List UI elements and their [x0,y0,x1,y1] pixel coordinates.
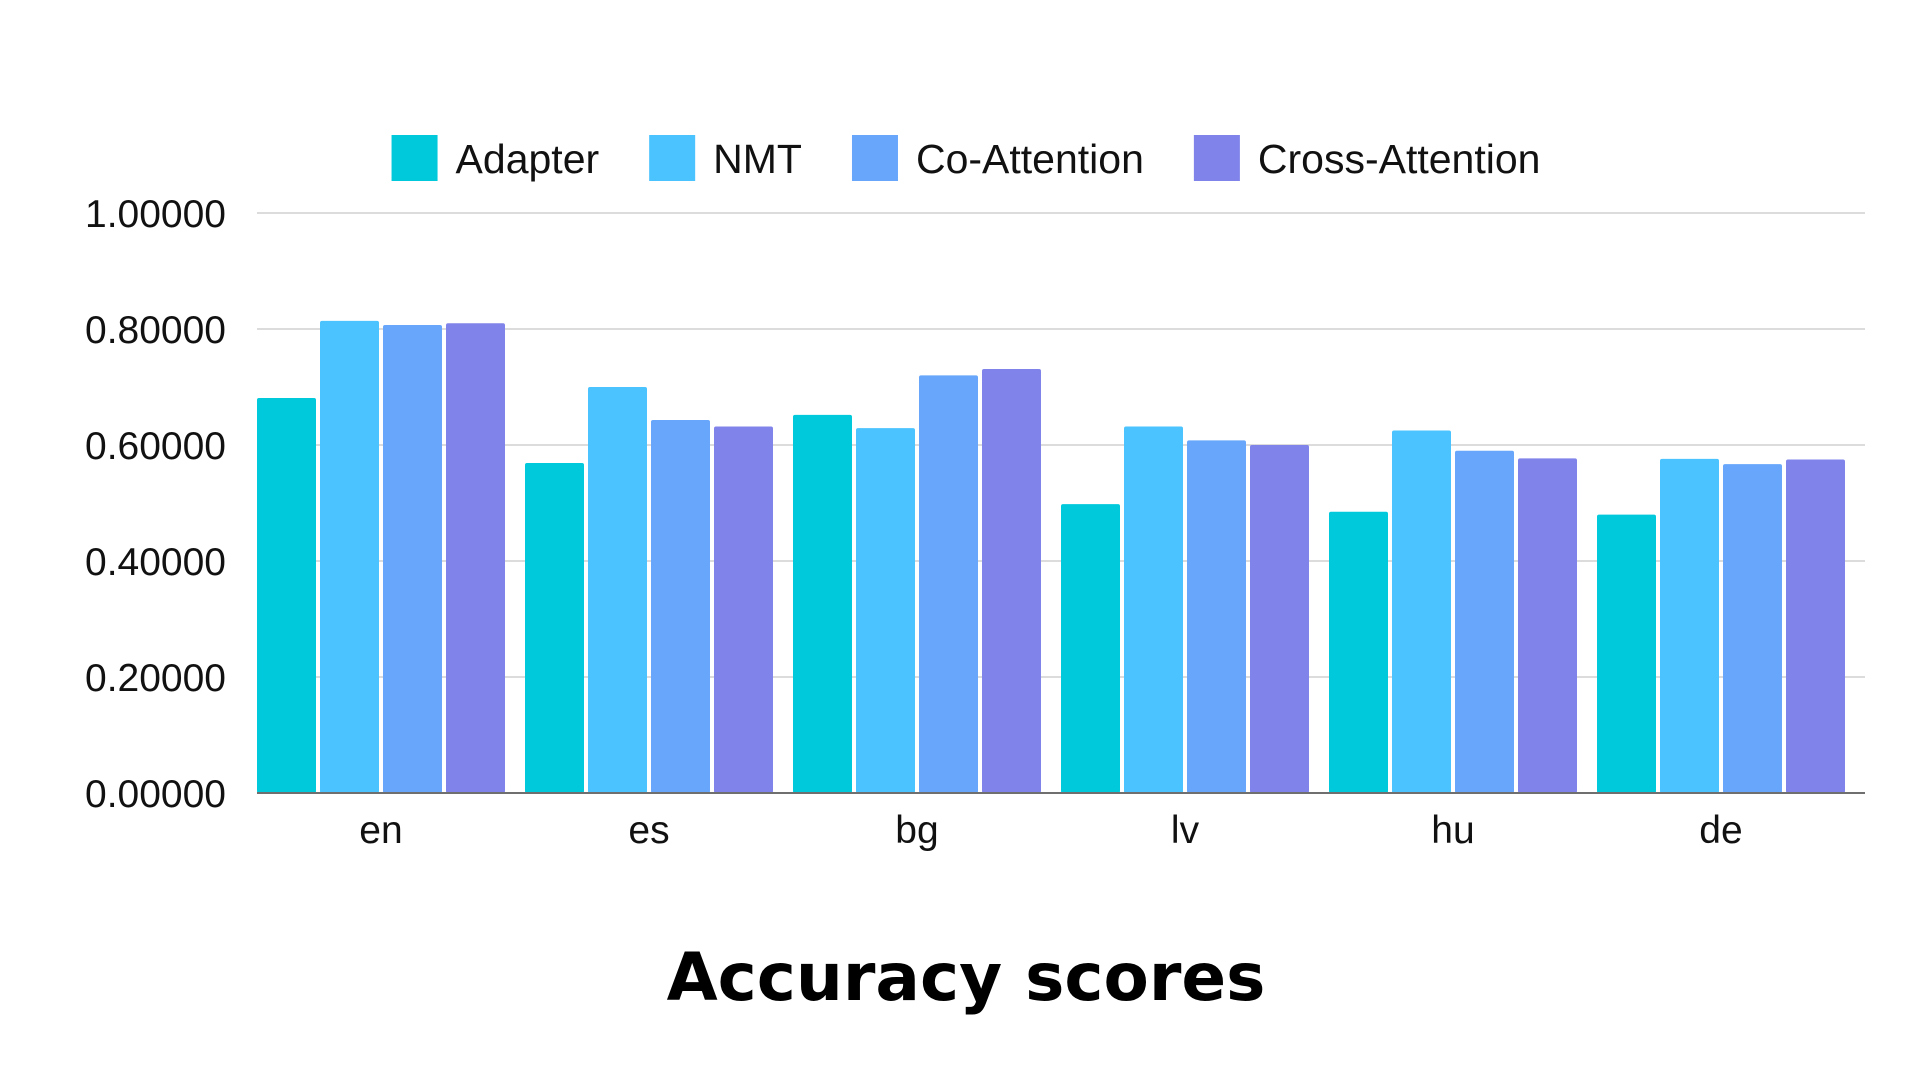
bar-adapter-bg [793,414,852,793]
legend-swatch-adapter [391,135,438,181]
bar-co-attention-bg [919,375,978,793]
bar-cross-attention-de [1786,459,1845,793]
bar-nmt-lv [1124,426,1183,793]
y-tick-label: 0.20000 [85,657,226,700]
x-category-label: bg [895,809,938,852]
legend-swatch-cross-attention [1193,135,1240,181]
bar-nmt-es [588,387,647,793]
bar-co-attention-lv [1187,440,1246,793]
bar-nmt-de [1660,458,1719,793]
legend-label-co-attention: Co-Attention [916,136,1144,182]
y-tick-label: 0.00000 [85,773,226,816]
bar-cross-attention-hu [1518,458,1577,793]
legend: Adapter NMT Co-Attention Cross-Attention [391,135,1541,182]
bar-adapter-es [525,462,584,793]
bars [257,320,1845,793]
bar-cross-attention-es [714,426,773,793]
bar-cross-attention-en [446,323,505,793]
x-category-label: de [1699,809,1742,852]
legend-label-nmt: NMT [713,136,802,182]
y-axis-ticks: 0.00000 0.20000 0.40000 0.60000 0.80000 1.000… [85,193,226,816]
bar-co-attention-en [383,324,442,793]
bar-nmt-bg [856,428,915,793]
bar-cross-attention-lv [1250,445,1309,793]
x-axis-categories: en es bg lv hu de [359,809,1742,852]
bar-adapter-en [257,398,316,793]
x-category-label: lv [1171,809,1200,852]
bar-cross-attention-bg [982,369,1041,793]
legend-swatch-nmt [649,135,696,181]
bar-co-attention-de [1723,464,1782,793]
bar-co-attention-es [651,420,710,793]
legend-label-cross-attention: Cross-Attention [1258,136,1541,182]
bar-adapter-de [1597,514,1656,793]
bar-nmt-en [320,320,379,793]
x-category-label: en [359,809,402,852]
y-tick-label: 0.40000 [85,541,226,584]
x-category-label: es [628,809,669,852]
legend-label-adapter: Adapter [456,136,600,182]
bar-co-attention-hu [1455,450,1514,793]
x-category-label: hu [1431,809,1474,852]
bar-adapter-lv [1061,504,1120,793]
legend-swatch-co-attention [851,135,898,181]
y-tick-label: 0.60000 [85,425,226,468]
y-tick-label: 0.80000 [85,309,226,352]
bar-nmt-hu [1392,430,1451,793]
y-tick-label: 1.00000 [85,193,226,236]
bar-adapter-hu [1329,511,1388,793]
chart-title: Accuracy scores [667,939,1266,1016]
